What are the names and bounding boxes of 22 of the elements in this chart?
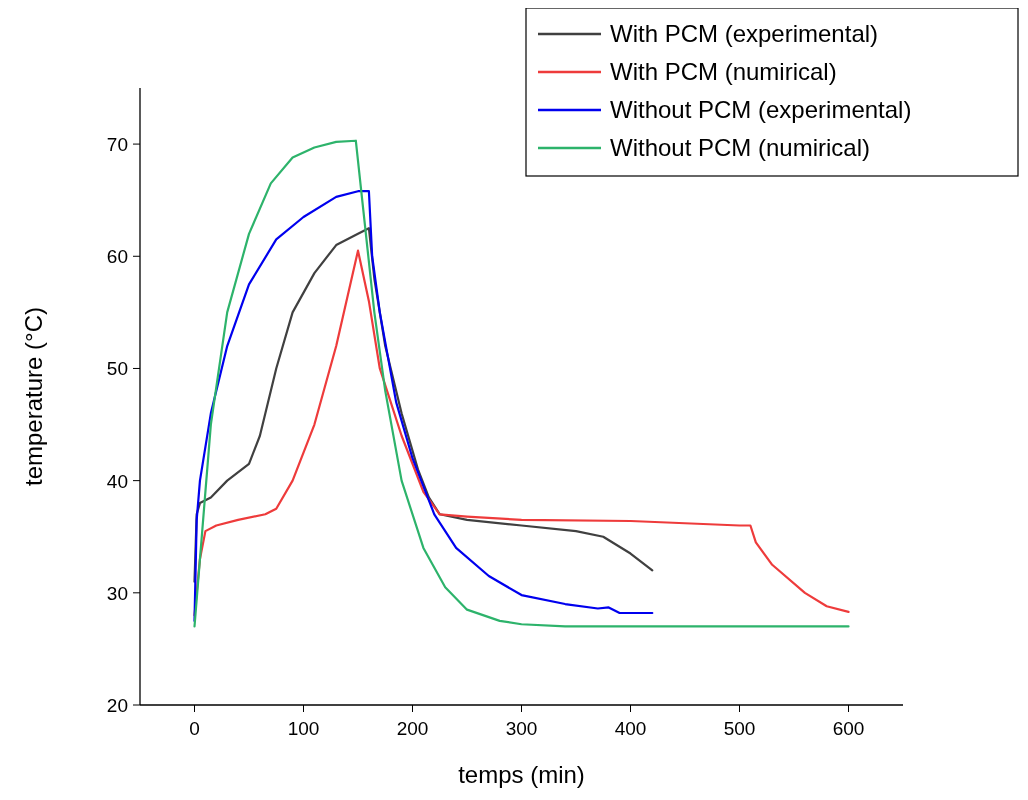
x-tick-label: 300 (505, 718, 538, 739)
x-tick-label: 400 (614, 718, 647, 739)
legend-label: With PCM (numirical) (610, 58, 837, 85)
y-tick-label: 60 (106, 246, 128, 268)
x-tick-label: 600 (832, 718, 865, 739)
y-tick-label: 30 (106, 582, 128, 604)
x-tick-label: 100 (287, 718, 320, 739)
y-tick-label: 50 (106, 358, 128, 380)
y-tick-label: 20 (106, 695, 128, 716)
legend-label: With PCM (experimental) (610, 20, 879, 47)
x-tick-label: 500 (723, 718, 756, 739)
legend-label: Without PCM (experimental) (610, 96, 912, 123)
x-axis-title: temps (min) (458, 761, 585, 788)
y-tick-label: 70 (106, 134, 128, 156)
line-series (193, 227, 654, 583)
line-series (193, 190, 654, 622)
line-series (193, 249, 850, 617)
x-tick-label: 0 (189, 718, 200, 739)
y-axis-title: temperature (°C) (20, 307, 47, 486)
legend-label: Without PCM (numirical) (610, 134, 871, 161)
y-tick-label: 40 (106, 470, 128, 492)
x-tick-label: 200 (396, 718, 429, 739)
